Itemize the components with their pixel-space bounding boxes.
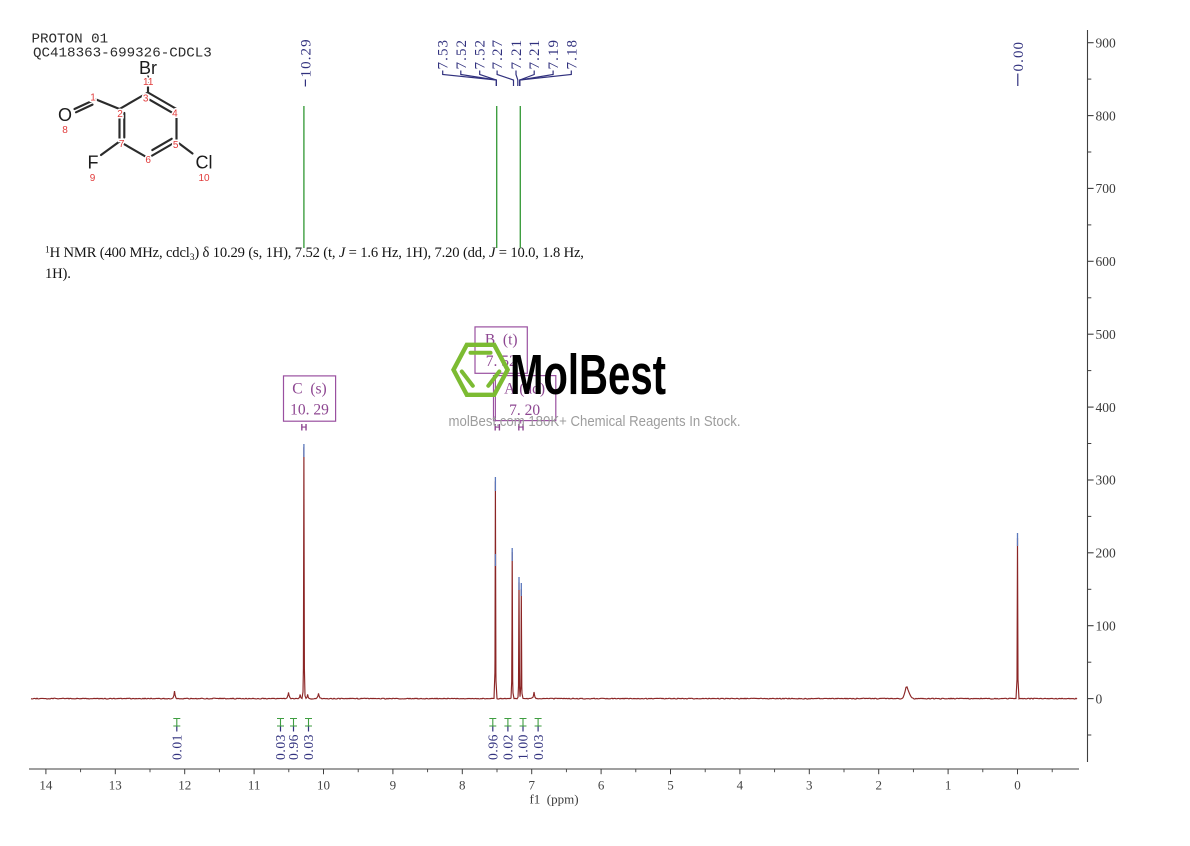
svg-text:10. 29: 10. 29 — [290, 402, 329, 419]
svg-text:C (s): C (s) — [292, 381, 326, 398]
svg-text:1.00: 1.00 — [516, 734, 531, 760]
svg-text:500: 500 — [1096, 327, 1117, 342]
svg-text:4: 4 — [737, 778, 744, 793]
svg-text:0.03: 0.03 — [531, 734, 546, 760]
svg-text:600: 600 — [1096, 254, 1117, 269]
svg-text:10.29: 10.29 — [298, 38, 314, 77]
svg-text:900: 900 — [1096, 35, 1117, 50]
svg-text:700: 700 — [1096, 181, 1117, 196]
svg-text:0.96: 0.96 — [486, 734, 501, 760]
svg-text:0.00: 0.00 — [1011, 41, 1027, 72]
svg-text:7. 20: 7. 20 — [509, 402, 540, 419]
svg-text:6: 6 — [598, 778, 605, 793]
svg-text:6: 6 — [145, 155, 151, 166]
svg-text:1: 1 — [945, 778, 952, 793]
svg-text:7.27: 7.27 — [490, 39, 506, 70]
svg-text:5: 5 — [667, 778, 674, 793]
svg-text:7: 7 — [119, 139, 125, 150]
svg-text:800: 800 — [1096, 108, 1117, 123]
svg-text:13: 13 — [109, 778, 122, 793]
svg-text:0.96: 0.96 — [286, 734, 301, 760]
svg-text:molBest.com 180K+ Chemical Rea: molBest.com 180K+ Chemical Reagents In S… — [449, 413, 741, 430]
svg-text:Br: Br — [139, 58, 157, 78]
svg-text:0.02: 0.02 — [501, 734, 516, 760]
svg-text:7.53: 7.53 — [436, 39, 452, 70]
svg-text:1H NMR (400 MHz, cdcl3) δ 10.2: 1H NMR (400 MHz, cdcl3) δ 10.29 (s, 1H),… — [45, 245, 584, 263]
svg-text:0.01: 0.01 — [170, 734, 185, 760]
svg-text:11: 11 — [248, 778, 261, 793]
svg-text:7.52: 7.52 — [454, 39, 470, 70]
svg-text:f1 (ppm): f1 (ppm) — [529, 792, 578, 807]
svg-text:10: 10 — [198, 173, 210, 184]
svg-text:200: 200 — [1096, 546, 1117, 561]
svg-text:300: 300 — [1096, 473, 1117, 488]
svg-text:11: 11 — [143, 77, 154, 88]
svg-text:0.03: 0.03 — [273, 734, 288, 760]
svg-text:2: 2 — [875, 778, 882, 793]
svg-text:10: 10 — [317, 778, 330, 793]
svg-text:1: 1 — [90, 92, 96, 103]
svg-text:9: 9 — [390, 778, 397, 793]
svg-text:7.52: 7.52 — [473, 39, 489, 70]
svg-text:400: 400 — [1096, 400, 1117, 415]
svg-text:O: O — [58, 105, 72, 125]
svg-text:0: 0 — [1014, 778, 1021, 793]
svg-text:8: 8 — [62, 125, 68, 136]
svg-text:0: 0 — [1096, 691, 1103, 706]
svg-text:7.21: 7.21 — [509, 39, 525, 70]
svg-text:H: H — [300, 423, 307, 434]
svg-text:12: 12 — [178, 778, 191, 793]
svg-text:14: 14 — [39, 778, 53, 793]
svg-text:1H).: 1H). — [45, 266, 71, 282]
svg-text:F: F — [88, 153, 99, 173]
svg-text:7.21: 7.21 — [527, 39, 543, 70]
svg-text:0.03: 0.03 — [301, 734, 316, 760]
svg-text:9: 9 — [90, 173, 96, 184]
svg-text:H: H — [517, 423, 524, 434]
svg-text:7: 7 — [528, 778, 535, 793]
svg-text:7.19: 7.19 — [546, 39, 562, 70]
svg-text:MolBest: MolBest — [510, 343, 666, 407]
svg-text:5: 5 — [173, 140, 179, 151]
svg-text:100: 100 — [1096, 618, 1117, 633]
svg-text:3: 3 — [806, 778, 813, 793]
svg-text:2: 2 — [117, 109, 123, 120]
svg-text:4: 4 — [172, 108, 178, 119]
svg-text:7.18: 7.18 — [564, 39, 580, 70]
svg-text:A (dd): A (dd) — [504, 381, 545, 398]
svg-text:PROTON 01: PROTON 01 — [32, 32, 109, 48]
svg-text:8: 8 — [459, 778, 466, 793]
svg-text:Cl: Cl — [196, 153, 213, 173]
svg-text:QC418363-699326-CDCL3: QC418363-699326-CDCL3 — [33, 46, 212, 62]
svg-text:H: H — [494, 423, 501, 434]
svg-text:3: 3 — [143, 93, 149, 104]
